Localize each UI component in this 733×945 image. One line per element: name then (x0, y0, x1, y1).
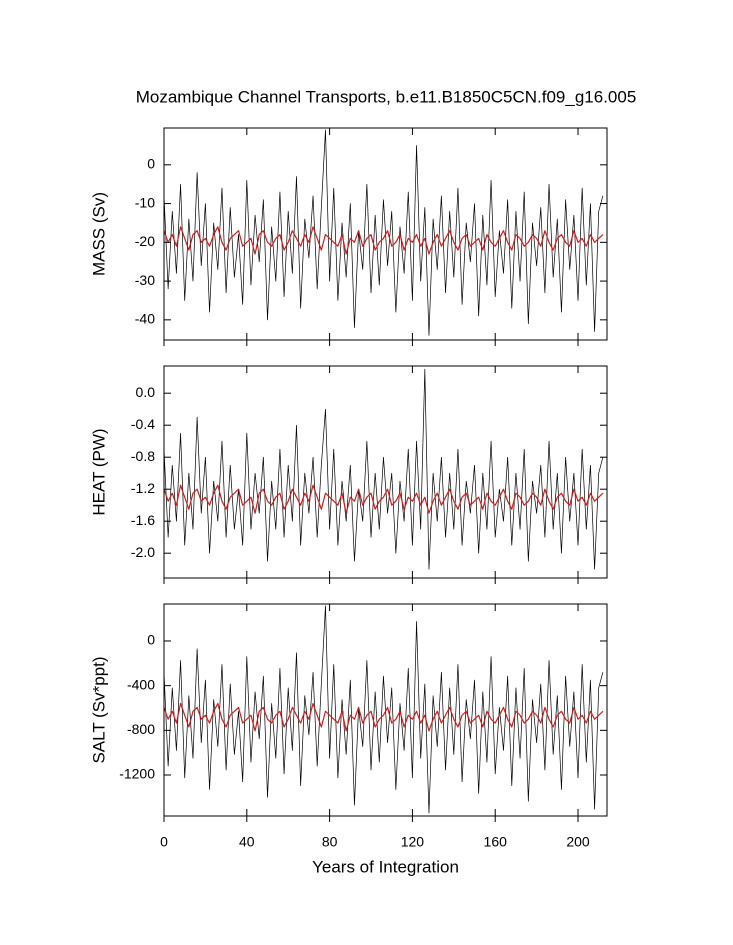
x-axis-label: Years of Integration (312, 857, 459, 876)
plot-frame (163, 127, 608, 341)
y-tick-label: -40 (135, 311, 155, 327)
y-tick-label: -10 (135, 194, 155, 210)
y-tick-label: 0 (147, 632, 155, 648)
y-axis-label: HEAT (PW) (89, 428, 108, 515)
y-tick-label: -20 (135, 233, 155, 249)
y-tick-label: 0.0 (136, 384, 156, 400)
y-tick-label: -30 (135, 272, 155, 288)
y-tick-label: -1.2 (131, 480, 155, 496)
x-tick-label: 120 (401, 834, 425, 850)
series-line (163, 129, 604, 336)
x-tick-label: 200 (566, 834, 590, 850)
y-axis-label: MASS (Sv) (89, 192, 108, 276)
x-tick-label: 0 (160, 834, 168, 850)
series-line (163, 368, 604, 570)
y-tick-label: 0 (147, 156, 155, 172)
y-tick-label: -800 (127, 721, 155, 737)
chart-title: Mozambique Channel Transports, b.e11.B18… (136, 87, 637, 106)
y-tick-label: -0.4 (131, 416, 155, 432)
series-line (163, 702, 604, 732)
plot-frame (163, 603, 608, 817)
y-tick-label: -1.6 (131, 512, 155, 528)
plot-frame (163, 365, 608, 579)
series-line (163, 605, 604, 814)
y-tick-label: -2.0 (131, 544, 155, 560)
y-tick-label: -1200 (119, 766, 155, 782)
x-tick-label: 40 (239, 834, 255, 850)
series-line (163, 484, 604, 514)
x-tick-label: 80 (322, 834, 338, 850)
y-axis-label: SALT (Sv*ppt) (89, 656, 108, 763)
x-tick-label: 160 (484, 834, 508, 850)
y-tick-label: -0.8 (131, 448, 155, 464)
series-line (163, 226, 604, 255)
y-tick-label: -400 (127, 676, 155, 692)
